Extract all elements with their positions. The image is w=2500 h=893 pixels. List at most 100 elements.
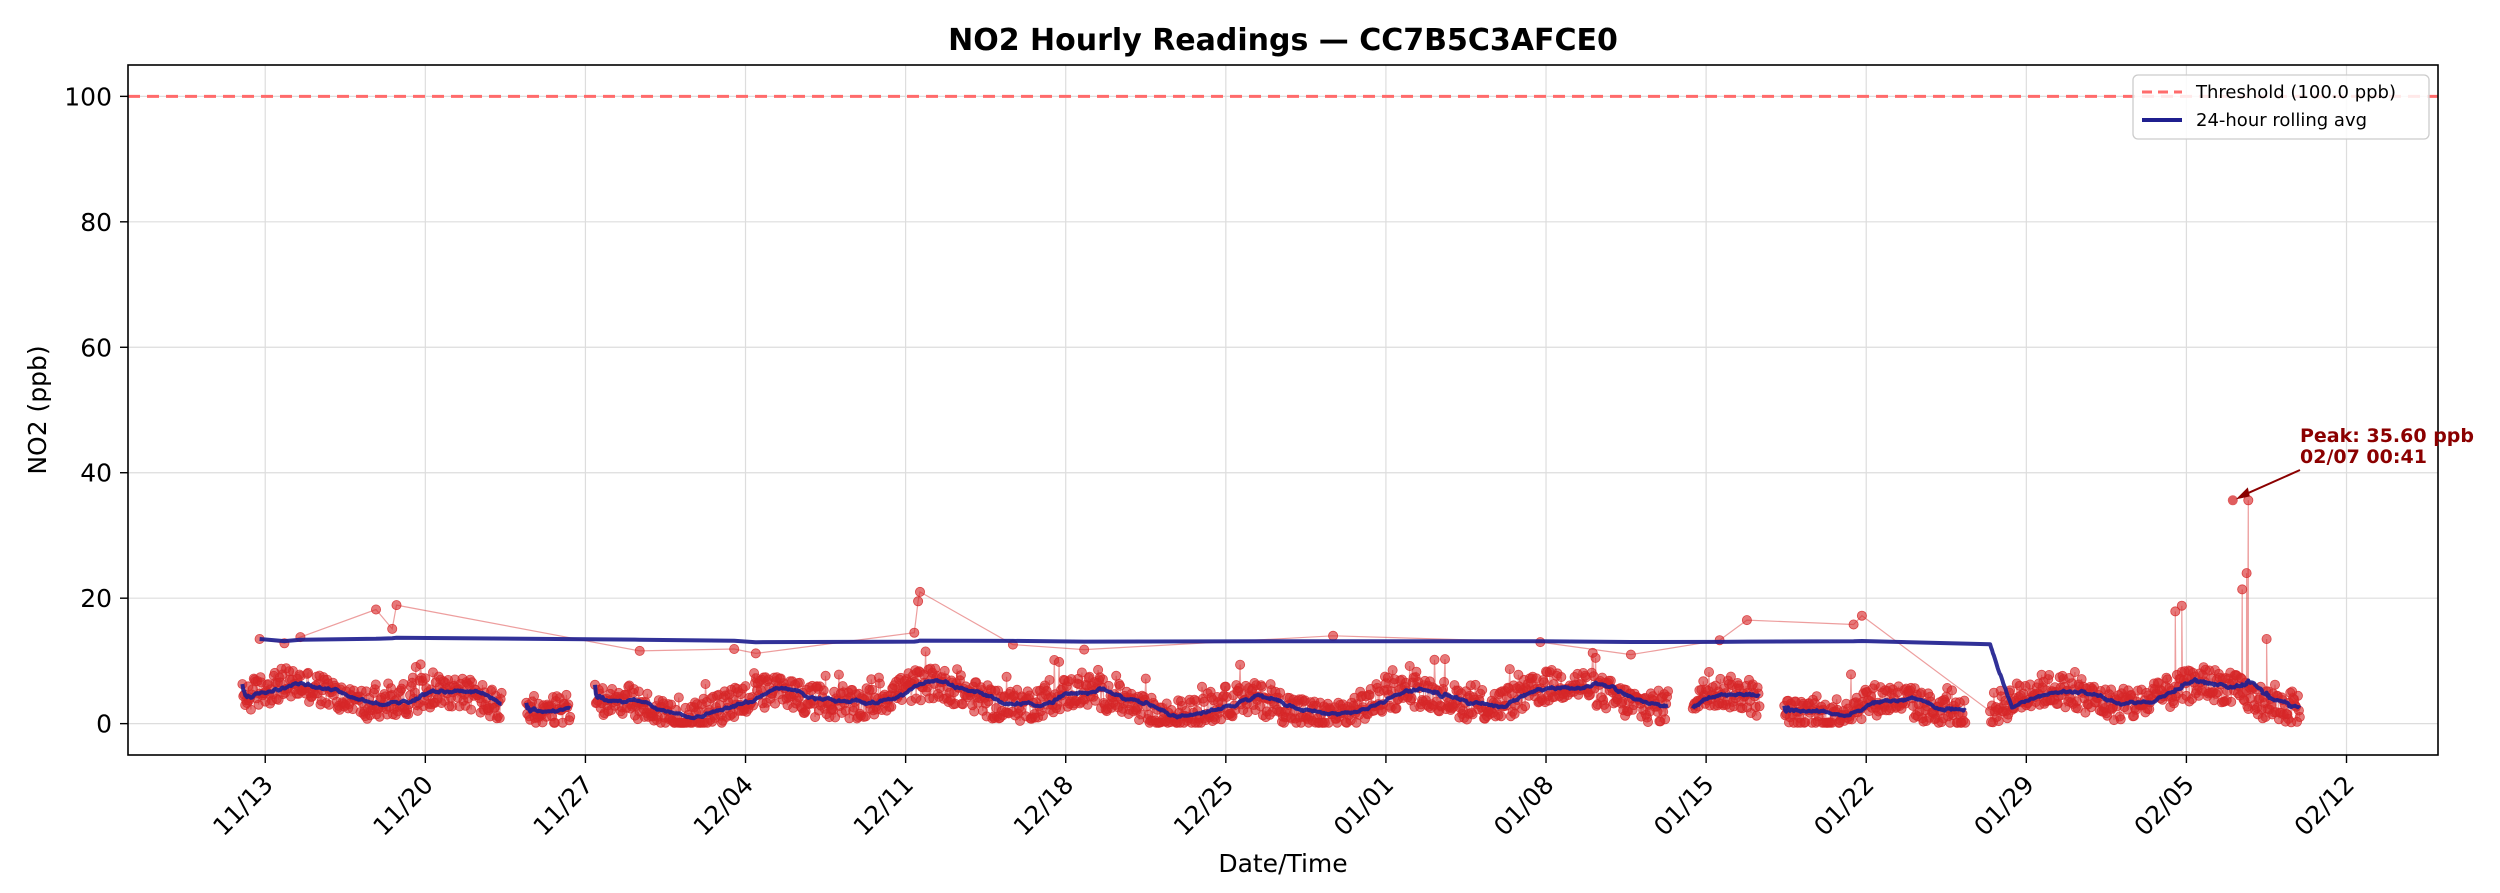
data-point bbox=[2044, 670, 2055, 681]
data-point bbox=[1440, 654, 1451, 665]
data-point bbox=[415, 659, 426, 670]
data-point bbox=[750, 648, 761, 659]
data-point bbox=[1235, 659, 1246, 670]
data-point bbox=[466, 704, 477, 715]
data-point bbox=[2162, 674, 2173, 685]
data-point bbox=[1076, 667, 1087, 678]
data-point bbox=[1044, 675, 1055, 686]
data-point bbox=[969, 706, 980, 717]
data-point bbox=[370, 679, 381, 690]
data-point bbox=[1054, 656, 1065, 667]
data-point bbox=[2226, 696, 2237, 707]
data-point bbox=[2237, 584, 2248, 595]
peak-point bbox=[2227, 495, 2238, 506]
data-point bbox=[2106, 684, 2117, 695]
data-point bbox=[920, 646, 931, 657]
data-point bbox=[2170, 606, 2181, 617]
y-axis-label: NO2 (ppb) bbox=[23, 345, 52, 474]
legend: Threshold (100.0 ppb) 24-hour rolling av… bbox=[2132, 74, 2430, 140]
data-point bbox=[1660, 714, 1671, 725]
data-point bbox=[1663, 686, 1674, 697]
data-point bbox=[1601, 703, 1612, 714]
y-tick-label: 20 bbox=[80, 584, 112, 613]
data-point bbox=[420, 673, 431, 684]
data-point bbox=[820, 670, 831, 681]
data-point bbox=[409, 687, 420, 698]
legend-rolling-avg-label: 24-hour rolling avg bbox=[2196, 110, 2367, 131]
data-point bbox=[1404, 661, 1415, 672]
y-tick-label: 80 bbox=[80, 208, 112, 237]
data-point bbox=[597, 683, 608, 694]
data-point bbox=[1115, 680, 1126, 691]
peak-annotation-time: 02/07 00:41 bbox=[2300, 446, 2427, 468]
data-point bbox=[1197, 681, 1208, 692]
data-point bbox=[642, 688, 653, 699]
data-point bbox=[1848, 619, 1859, 630]
data-point bbox=[529, 691, 540, 702]
data-point bbox=[1993, 716, 2004, 727]
data-point bbox=[1387, 665, 1398, 676]
data-point bbox=[1556, 672, 1567, 683]
data-point bbox=[1831, 694, 1842, 705]
data-point bbox=[886, 701, 897, 712]
data-point bbox=[1846, 669, 1857, 680]
data-point bbox=[2115, 714, 2126, 725]
data-point bbox=[391, 600, 402, 611]
data-point bbox=[1275, 687, 1286, 698]
data-point bbox=[633, 686, 644, 697]
data-point bbox=[1811, 691, 1822, 702]
data-point bbox=[1754, 701, 1765, 712]
data-point bbox=[2069, 667, 2080, 678]
data-point bbox=[387, 623, 398, 634]
data-point bbox=[1590, 652, 1601, 663]
data-point bbox=[1960, 717, 1971, 728]
data-point bbox=[740, 681, 751, 692]
data-point bbox=[915, 586, 926, 597]
data-point bbox=[634, 645, 645, 656]
data-point bbox=[1220, 681, 1231, 692]
data-point bbox=[1429, 654, 1440, 665]
data-point bbox=[1539, 677, 1550, 688]
data-point bbox=[1079, 644, 1090, 655]
data-point bbox=[957, 699, 968, 710]
y-tick-label: 40 bbox=[80, 459, 112, 488]
data-point bbox=[1520, 701, 1531, 712]
data-point bbox=[1751, 710, 1762, 721]
data-point bbox=[1704, 667, 1715, 678]
data-point bbox=[245, 704, 256, 715]
data-point bbox=[2294, 712, 2305, 723]
data-point bbox=[496, 687, 507, 698]
data-point bbox=[818, 685, 829, 696]
data-point bbox=[2269, 679, 2280, 690]
data-point bbox=[1140, 673, 1151, 684]
y-tick-label: 60 bbox=[80, 333, 112, 362]
data-point bbox=[1504, 664, 1515, 675]
data-point bbox=[770, 698, 781, 709]
data-point bbox=[915, 695, 926, 706]
data-point bbox=[1406, 693, 1417, 704]
data-point bbox=[1643, 717, 1654, 728]
data-point bbox=[565, 711, 576, 722]
data-point bbox=[1947, 685, 1958, 696]
data-point bbox=[1001, 671, 1012, 682]
y-tick-label: 100 bbox=[64, 82, 112, 111]
x-axis-label: Date/Time bbox=[1218, 849, 1347, 878]
data-point bbox=[403, 709, 414, 720]
data-point bbox=[1741, 615, 1752, 626]
data-point bbox=[494, 713, 505, 724]
data-point bbox=[1856, 610, 1867, 621]
chart-title: NO2 Hourly Readings — CC7B5C3AFCE0 bbox=[948, 23, 1618, 58]
data-point bbox=[1439, 677, 1450, 688]
data-point bbox=[303, 667, 314, 678]
data-point bbox=[909, 627, 920, 638]
data-point bbox=[700, 679, 711, 690]
data-point bbox=[1470, 679, 1481, 690]
data-point bbox=[1198, 696, 1209, 707]
data-point bbox=[1257, 681, 1268, 692]
data-point bbox=[1097, 674, 1108, 685]
legend-threshold-label: Threshold (100.0 ppb) bbox=[2195, 82, 2396, 103]
data-point bbox=[1037, 710, 1048, 721]
data-point bbox=[1959, 695, 1970, 706]
peak-annotation-value: Peak: 35.60 ppb bbox=[2300, 425, 2474, 447]
